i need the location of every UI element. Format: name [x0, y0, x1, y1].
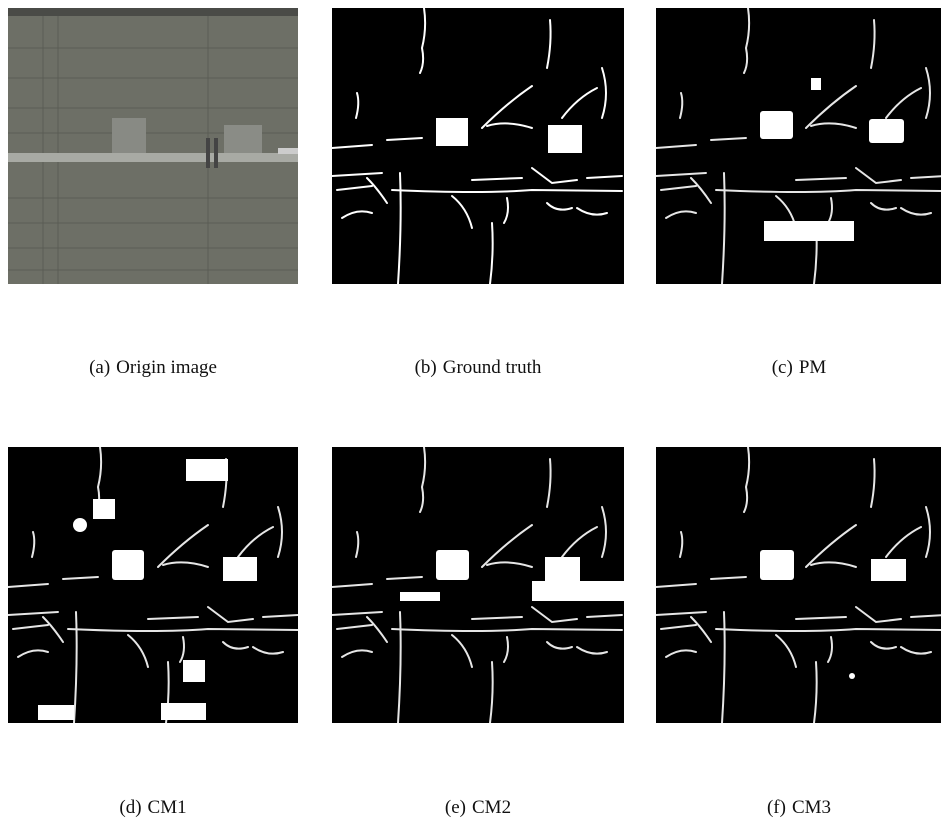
caption-text: Ground truth: [443, 357, 542, 378]
cm3-image: [656, 447, 941, 723]
caption-text: Origin image: [116, 357, 217, 378]
pm-image: [656, 8, 941, 284]
cm2-image: [332, 447, 624, 723]
caption: (f) CM3: [649, 797, 941, 819]
caption: (c) PM: [649, 357, 941, 379]
caption-label: (c): [772, 357, 793, 378]
caption-text: CM2: [472, 797, 511, 818]
caption-text: PM: [799, 357, 826, 378]
caption: (b) Ground truth: [328, 357, 628, 379]
caption: (e) CM2: [328, 797, 628, 819]
figure: (a) Origin image (b) Ground truth (c) PM (d…: [0, 0, 941, 826]
caption-text: CM3: [792, 797, 831, 818]
caption: (d) CM1: [3, 797, 303, 819]
caption-label: (b): [415, 357, 437, 378]
caption-label: (f): [767, 797, 786, 818]
cm1-image: [8, 447, 298, 723]
caption-text: CM1: [148, 797, 187, 818]
caption: (a) Origin image: [3, 357, 303, 379]
ground-truth-image: [332, 8, 624, 284]
origin-image: [8, 8, 298, 284]
caption-label: (d): [119, 797, 141, 818]
caption-label: (e): [445, 797, 466, 818]
caption-label: (a): [89, 357, 110, 378]
